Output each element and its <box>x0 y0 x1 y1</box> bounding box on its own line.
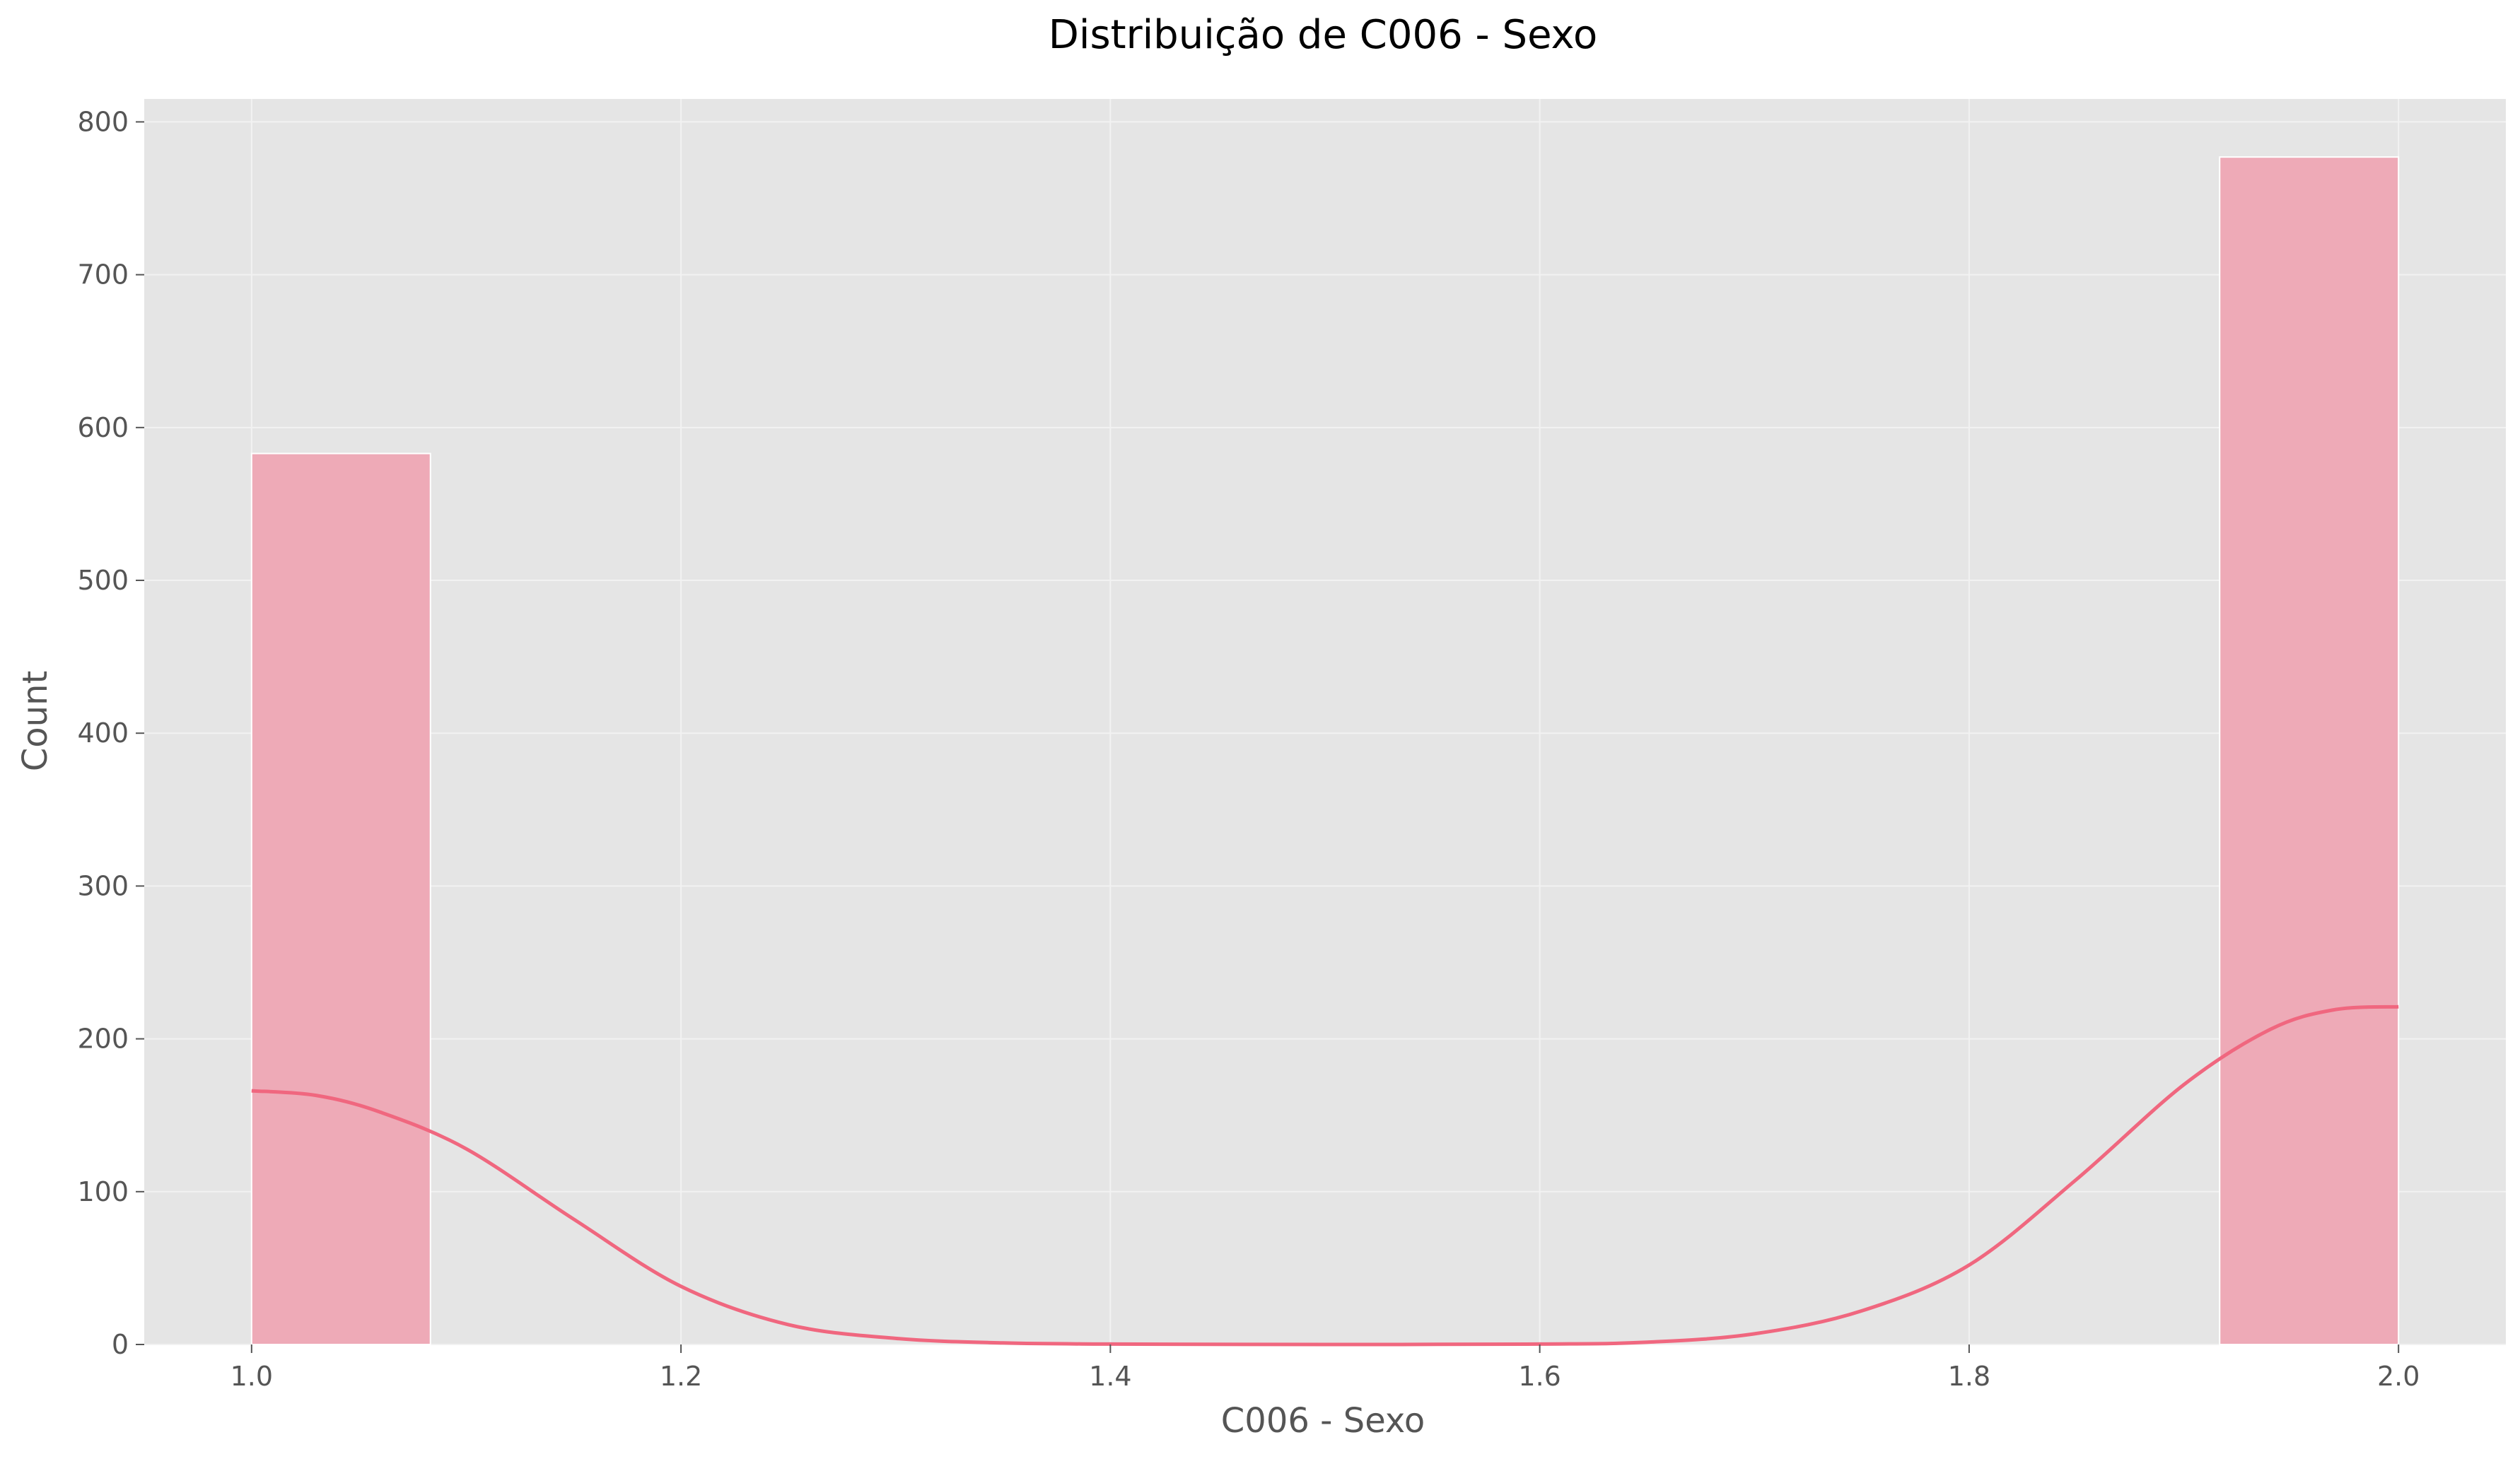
y-tick-label: 400 <box>77 717 129 749</box>
y-tick-label: 0 <box>112 1329 129 1360</box>
y-axis-ticks: 0 100 200 300 400 500 600 700 800 <box>77 106 144 1360</box>
x-tick-label: 1.4 <box>1089 1361 1131 1392</box>
x-tick-label: 1.2 <box>660 1361 702 1392</box>
y-tick-label: 100 <box>77 1176 129 1207</box>
grid-lines <box>144 99 2506 1345</box>
x-tick-label: 1.6 <box>1518 1361 1561 1392</box>
x-axis-label: C006 - Sexo <box>1221 1401 1425 1441</box>
x-axis-ticks: 1.0 1.2 1.4 1.6 1.8 2.0 <box>231 1344 2420 1392</box>
x-tick-label: 1.8 <box>1948 1361 1990 1392</box>
y-tick-label: 800 <box>77 106 129 137</box>
kde-line <box>251 1004 2399 1347</box>
y-tick-label: 700 <box>77 259 129 291</box>
histogram-bar <box>250 452 431 1345</box>
kde-curve-group <box>251 1004 2399 1347</box>
chart-title: Distribuição de C006 - Sexo <box>1049 12 1597 58</box>
x-tick-label: 1.0 <box>231 1361 273 1392</box>
histogram-bar <box>2219 156 2400 1346</box>
histogram-bars <box>250 156 2400 1346</box>
plot-area <box>144 99 2506 1344</box>
y-axis-label: Count <box>16 671 55 772</box>
y-tick-label: 200 <box>77 1024 129 1055</box>
y-tick-label: 600 <box>77 412 129 443</box>
y-tick-label: 300 <box>77 870 129 901</box>
x-tick-label: 2.0 <box>2377 1361 2420 1392</box>
y-tick-label: 500 <box>77 565 129 596</box>
